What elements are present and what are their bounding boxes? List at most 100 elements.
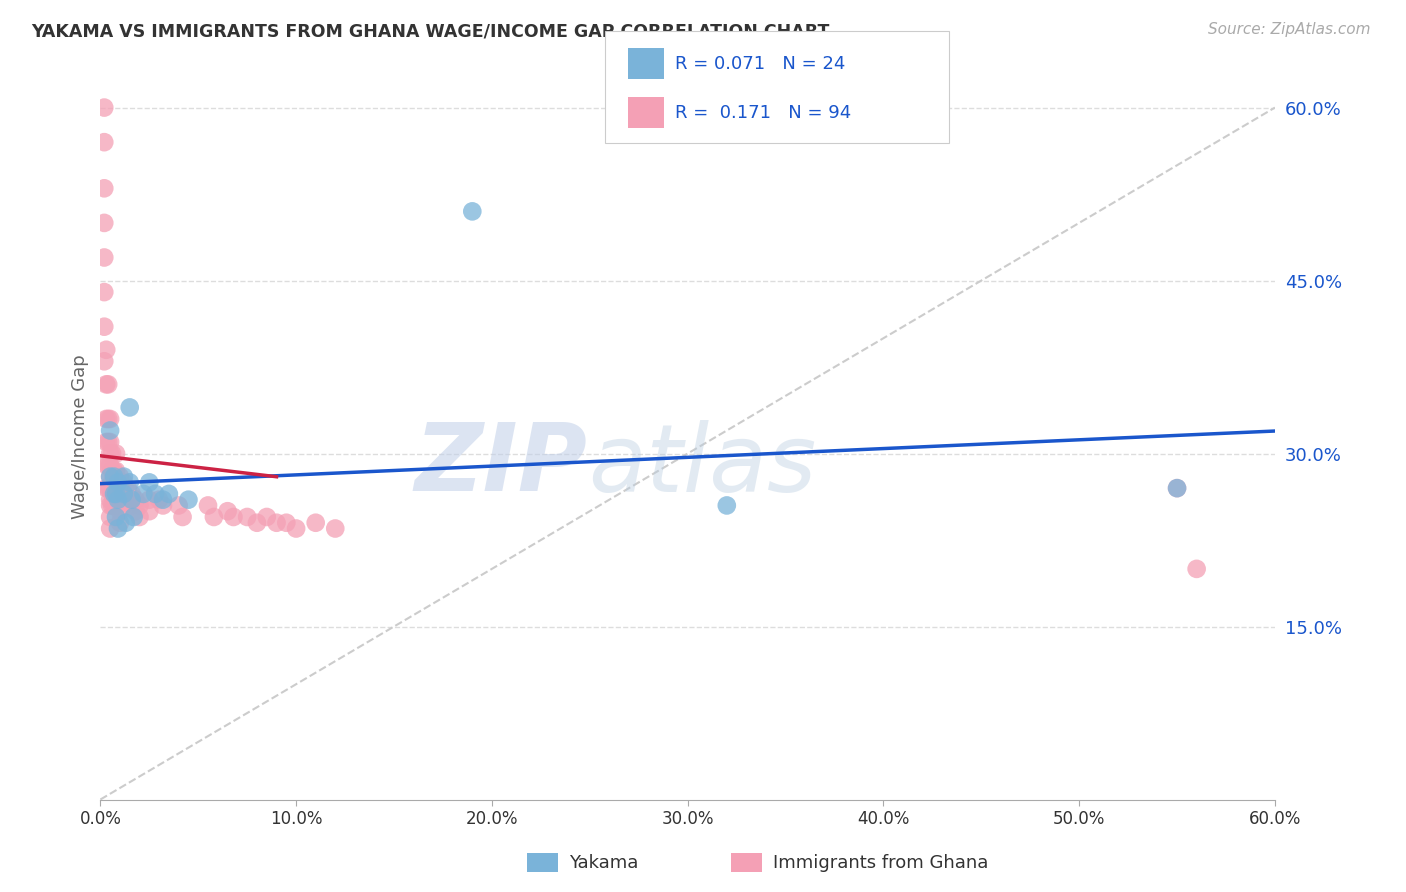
Point — [105, 475, 128, 490]
Point — [112, 487, 135, 501]
Point — [101, 499, 124, 513]
Point — [101, 487, 124, 501]
Point — [98, 469, 121, 483]
Point — [124, 492, 146, 507]
Point — [107, 475, 129, 490]
Point — [197, 499, 219, 513]
Point — [118, 475, 141, 490]
Point — [177, 492, 200, 507]
Point — [121, 492, 143, 507]
Point — [121, 499, 143, 513]
Point — [276, 516, 298, 530]
Point — [97, 458, 120, 472]
Point — [716, 499, 738, 513]
Point — [93, 354, 115, 368]
Point — [305, 516, 328, 530]
Point — [157, 487, 180, 501]
Point — [167, 499, 190, 513]
Point — [105, 510, 128, 524]
Point — [143, 487, 166, 501]
Point — [152, 499, 174, 513]
Point — [98, 510, 121, 524]
Point — [121, 487, 143, 501]
Point — [148, 492, 170, 507]
Point — [202, 510, 225, 524]
Point — [98, 522, 121, 536]
Point — [103, 475, 125, 490]
Point — [117, 481, 139, 495]
Point — [96, 481, 118, 495]
Point — [152, 492, 174, 507]
Point — [96, 458, 118, 472]
Text: Yakama: Yakama — [569, 854, 638, 871]
Point — [93, 101, 115, 115]
Point — [96, 435, 118, 450]
Point — [107, 487, 129, 501]
Point — [138, 492, 160, 507]
Point — [128, 510, 150, 524]
Point — [108, 516, 131, 530]
Point — [105, 464, 128, 478]
Text: R = 0.071   N = 24: R = 0.071 N = 24 — [675, 55, 845, 73]
Point — [236, 510, 259, 524]
Point — [93, 319, 115, 334]
Point — [217, 504, 239, 518]
Point — [98, 458, 121, 472]
Point — [97, 412, 120, 426]
Point — [108, 504, 131, 518]
Point — [172, 510, 194, 524]
Text: ZIP: ZIP — [415, 419, 588, 511]
Text: atlas: atlas — [588, 420, 815, 511]
Point — [101, 475, 124, 490]
Point — [98, 412, 121, 426]
Point — [98, 481, 121, 495]
Point — [96, 412, 118, 426]
Point — [98, 499, 121, 513]
Point — [323, 522, 346, 536]
Point — [461, 204, 484, 219]
Point — [117, 492, 139, 507]
Point — [112, 469, 135, 483]
Point — [105, 487, 128, 501]
Point — [97, 481, 120, 495]
Point — [107, 475, 129, 490]
Point — [103, 464, 125, 478]
Point — [97, 435, 120, 450]
Point — [1166, 481, 1188, 495]
Point — [1166, 481, 1188, 495]
Point — [93, 285, 115, 299]
Point — [93, 251, 115, 265]
Point — [105, 446, 128, 460]
Text: YAKAMA VS IMMIGRANTS FROM GHANA WAGE/INCOME GAP CORRELATION CHART: YAKAMA VS IMMIGRANTS FROM GHANA WAGE/INC… — [31, 22, 830, 40]
Point — [97, 377, 120, 392]
Point — [246, 516, 269, 530]
Point — [1185, 562, 1208, 576]
Point — [285, 522, 308, 536]
Y-axis label: Wage/Income Gap: Wage/Income Gap — [72, 354, 89, 518]
Point — [96, 343, 118, 357]
Point — [108, 469, 131, 483]
Point — [103, 499, 125, 513]
Point — [98, 469, 121, 483]
Point — [105, 499, 128, 513]
Point — [98, 446, 121, 460]
Point — [107, 499, 129, 513]
Point — [103, 469, 125, 483]
Point — [107, 492, 129, 507]
Point — [93, 135, 115, 149]
Point — [128, 499, 150, 513]
Point — [98, 492, 121, 507]
Point — [96, 377, 118, 392]
Point — [103, 487, 125, 501]
Point — [138, 504, 160, 518]
Point — [112, 487, 135, 501]
Point — [108, 481, 131, 495]
Text: Source: ZipAtlas.com: Source: ZipAtlas.com — [1208, 22, 1371, 37]
Point — [118, 401, 141, 415]
Point — [93, 181, 115, 195]
Point — [256, 510, 278, 524]
Point — [105, 487, 128, 501]
Point — [108, 492, 131, 507]
Point — [101, 446, 124, 460]
Text: R =  0.171   N = 94: R = 0.171 N = 94 — [675, 103, 851, 121]
